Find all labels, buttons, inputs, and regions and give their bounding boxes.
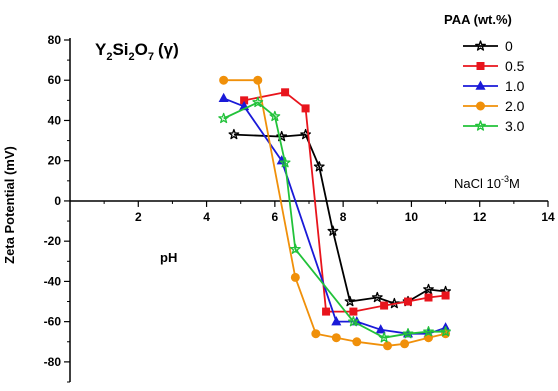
- y-tick-label: -60: [44, 315, 62, 329]
- x-tick-label: 2: [135, 210, 142, 224]
- series-layer: [218, 75, 451, 351]
- y-tick-label: -80: [44, 355, 62, 369]
- legend-swatch-marker: [475, 80, 486, 90]
- y-tick-label: 80: [48, 33, 62, 47]
- y-tick-label: 0: [54, 194, 61, 208]
- legend-swatch-marker: [475, 40, 486, 51]
- data-point: [281, 88, 290, 97]
- series-1: [240, 88, 450, 316]
- x-tick-label: 14: [541, 210, 555, 224]
- legend-label: 0.5: [505, 58, 525, 74]
- legend-title: PAA (wt.%): [444, 12, 512, 27]
- data-point: [322, 307, 331, 316]
- legend-entry: 3.0: [463, 118, 525, 134]
- legend-entry: 0.5: [463, 58, 525, 74]
- data-point: [423, 283, 434, 295]
- legend-label: 2.0: [505, 98, 525, 114]
- data-point: [344, 295, 356, 307]
- data-point: [404, 297, 413, 306]
- legend-swatch-marker: [476, 62, 485, 70]
- data-point: [380, 301, 389, 310]
- data-point: [279, 157, 291, 168]
- data-point: [300, 128, 311, 140]
- data-point: [289, 243, 301, 254]
- data-point: [441, 291, 450, 300]
- y-tick-label: 20: [48, 154, 62, 168]
- data-point: [424, 293, 433, 302]
- data-point: [311, 329, 321, 339]
- data-point: [349, 307, 358, 316]
- data-point: [218, 92, 229, 103]
- svg-text:Y2Si2O7(γ): Y2Si2O7 (γ): [95, 40, 179, 63]
- data-point: [219, 75, 229, 85]
- x-tick-label: 12: [473, 210, 487, 224]
- x-tick-label: 8: [340, 210, 347, 224]
- y-tick-label: 40: [48, 113, 62, 127]
- legend-entry: 0: [463, 38, 513, 54]
- y-tick-label: -20: [44, 234, 62, 248]
- data-point: [402, 328, 414, 339]
- data-point: [423, 326, 434, 337]
- data-point: [218, 112, 230, 124]
- data-point: [327, 225, 339, 236]
- data-point: [290, 272, 300, 282]
- data-point: [383, 341, 393, 351]
- data-point: [331, 333, 341, 343]
- data-point: [347, 316, 359, 327]
- data-point: [301, 104, 310, 113]
- series-line: [223, 101, 446, 339]
- data-point: [375, 324, 386, 334]
- legend-label: 1.0: [505, 78, 525, 94]
- series-4: [218, 96, 451, 343]
- data-point: [269, 110, 281, 122]
- y-tick-label: 60: [48, 73, 62, 87]
- data-point: [388, 297, 400, 309]
- series-0: [228, 128, 451, 309]
- data-point: [252, 96, 264, 108]
- x-axis-title: pH: [160, 250, 177, 265]
- data-point: [440, 326, 451, 337]
- y-axis-title: Zeta Potential (mV): [2, 146, 17, 264]
- legend-label: 3.0: [505, 118, 525, 134]
- data-point: [228, 128, 240, 140]
- compound-annotation: Y2Si2O7 (γ): [95, 40, 179, 63]
- legend-entry: 2.0: [463, 98, 525, 114]
- y-tick-label: -40: [44, 274, 62, 288]
- axis-ticks: 80 60 40 20 0 -20 -40 -60 -80 2 4 6 8 10 12 14: [44, 33, 555, 383]
- series-line: [223, 79, 446, 347]
- legend-entry: 1.0: [463, 78, 525, 94]
- data-point: [400, 339, 410, 349]
- data-point: [253, 75, 263, 85]
- x-tick-label: 10: [405, 210, 419, 224]
- data-point: [313, 161, 325, 172]
- data-point: [378, 332, 390, 343]
- data-point: [371, 291, 383, 303]
- x-tick-label: 6: [272, 210, 279, 224]
- data-point: [352, 337, 362, 347]
- svg-text:NaCl 10-3M: NaCl 10-3M: [454, 174, 520, 191]
- legend-swatch-marker: [475, 120, 486, 131]
- legend-label: 0: [505, 38, 513, 54]
- x-tick-label: 4: [203, 210, 210, 224]
- legend-swatch-marker: [476, 101, 485, 111]
- data-point: [331, 316, 342, 326]
- series-line: [233, 133, 446, 305]
- electrolyte-annotation: NaCl 10-3M: [454, 174, 520, 191]
- legend: PAA (wt.%) 0 0.5 1.0 2.0 3.0: [444, 12, 525, 134]
